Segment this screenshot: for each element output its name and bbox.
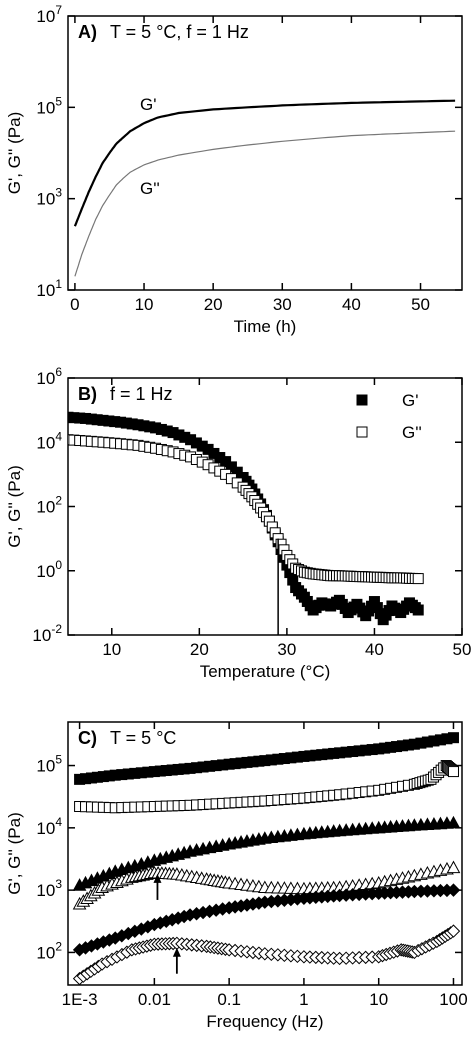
x-tick-label: 0 (70, 295, 79, 314)
panel-condition: T = 5 °C, f = 1 Hz (110, 22, 249, 42)
data-point (446, 860, 461, 874)
arrow-head (153, 873, 162, 883)
x-tick-label: 1 (299, 990, 308, 1009)
panel-condition: f = 1 Hz (110, 384, 173, 404)
x-tick-label: 20 (190, 640, 209, 659)
y-tick-label: 103 (36, 877, 62, 900)
y-tick-label: 105 (36, 94, 62, 117)
x-tick-label: 40 (365, 640, 384, 659)
x-tick-label: 50 (453, 640, 472, 659)
x-tick-label: 10 (102, 640, 121, 659)
y-tick-label: 10-2 (32, 622, 62, 645)
x-axis-title: Frequency (Hz) (206, 1012, 323, 1031)
legend-label-1: G' (402, 391, 418, 410)
plot-area (68, 411, 424, 626)
y-axis-title: G', G'' (Pa) (5, 812, 24, 894)
y-tick-label: 106 (36, 365, 62, 388)
x-tick-label: 0.1 (217, 990, 241, 1009)
data-point (446, 924, 461, 938)
legend-marker (356, 394, 368, 406)
chart-panel-2: 10 20 30 40 50 10-2 100 102 104 106 Temperature (°… (5, 365, 471, 681)
y-tick-label: 104 (36, 815, 62, 838)
y-tick-label: 105 (36, 753, 62, 776)
x-axis-title: Temperature (°C) (200, 662, 331, 681)
data-point (446, 815, 461, 829)
series-line-1 (73, 99, 456, 227)
x-tick-label: 10 (135, 295, 154, 314)
legend-label-2: G'' (402, 423, 422, 442)
plot-area (73, 99, 456, 277)
y-tick-label: 102 (36, 494, 62, 517)
panel-label: C) (78, 728, 97, 748)
y-tick-label: 104 (36, 429, 62, 452)
plot-frame (67, 721, 463, 986)
y-axis-title: G', G'' (Pa) (5, 465, 24, 547)
x-tick-label: 30 (273, 295, 292, 314)
data-point (412, 604, 424, 616)
series-label-1: G' (140, 95, 156, 114)
data-point (447, 766, 459, 778)
y-tick-label: 107 (36, 3, 62, 26)
panel-label: A) (78, 22, 97, 42)
panel-label: B) (78, 384, 97, 404)
data-point (446, 883, 461, 897)
series-line-2 (74, 130, 456, 277)
chart-panel-3: 1E-3 0.01 0.1 1 10 100 102 103 104 105 Frequency (… (5, 721, 468, 1031)
y-tick-label: 101 (36, 277, 62, 300)
plot-frame (67, 15, 463, 291)
legend-marker (356, 426, 368, 438)
x-tick-label: 0.01 (138, 990, 171, 1009)
panel-condition: T = 5 °C (110, 728, 176, 748)
x-tick-label: 50 (411, 295, 430, 314)
x-tick-label: 30 (277, 640, 296, 659)
arrow-head (172, 947, 181, 957)
chart-panel-1: 0 10 20 30 40 50 101 103 105 107 Time (h) G', G'' (… (5, 3, 463, 336)
x-tick-label: 1E-3 (62, 990, 98, 1009)
data-point (447, 732, 459, 744)
y-tick-label: 103 (36, 186, 62, 209)
y-axis-title: G', G'' (Pa) (5, 112, 24, 194)
x-tick-label: 20 (204, 295, 223, 314)
x-tick-label: 40 (342, 295, 361, 314)
data-point (412, 573, 424, 585)
y-tick-label: 102 (36, 939, 62, 962)
y-tick-label: 100 (36, 558, 62, 581)
x-axis-title: Time (h) (234, 317, 297, 336)
x-tick-label: 10 (369, 990, 388, 1009)
series-label-2: G'' (140, 179, 160, 198)
x-tick-label: 100 (439, 990, 467, 1009)
plot-area (72, 732, 461, 985)
